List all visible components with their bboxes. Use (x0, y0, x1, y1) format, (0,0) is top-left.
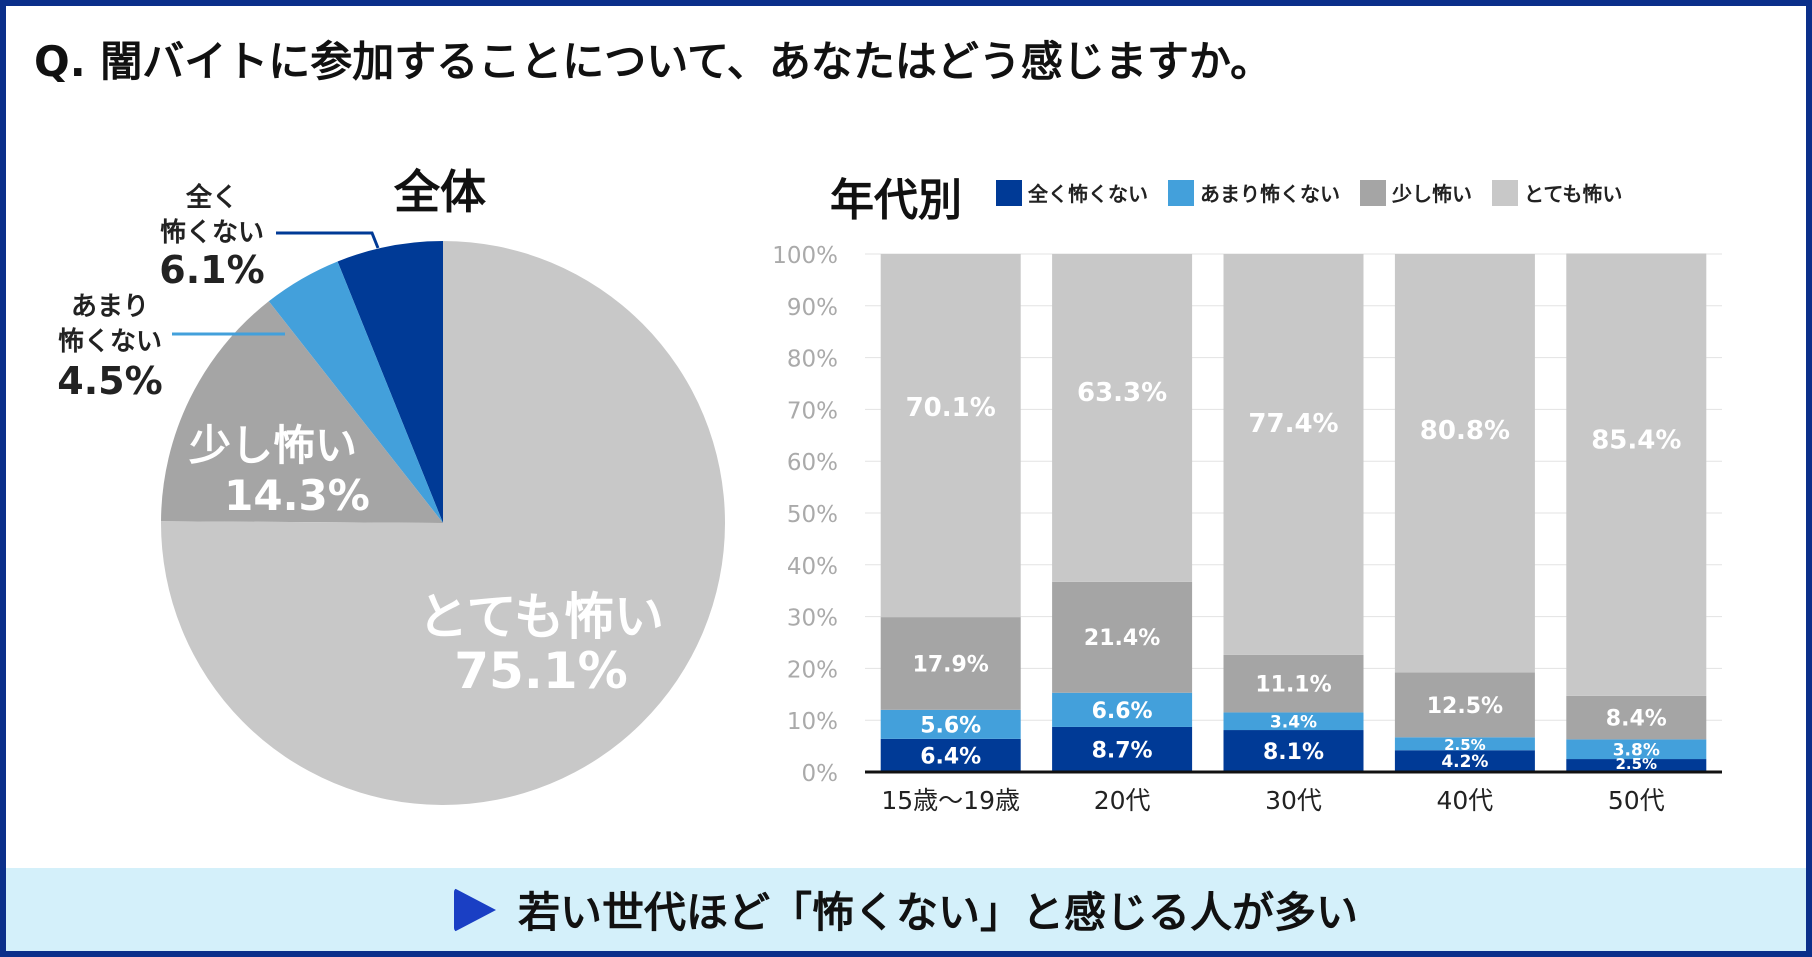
conclusion-banner: 若い世代ほど「怖くない」と感じる人が多い (6, 868, 1806, 951)
bar-segment (1566, 253, 1707, 696)
pie-value-label: 6.1% (159, 248, 264, 292)
conclusion-text: 若い世代ほど「怖くない」と感じる人が多い (517, 888, 1358, 937)
bar-segment (1223, 730, 1364, 772)
legend-item: 少し怖い (1360, 178, 1472, 207)
legend-swatch (996, 179, 1022, 206)
play-triangle-icon (453, 887, 496, 932)
x-tick-label: 30代 (1265, 786, 1322, 815)
y-tick-label: 20% (787, 657, 838, 683)
pie-label: 全く (185, 182, 238, 213)
legend-swatch (1168, 179, 1194, 206)
bar-segment (1052, 692, 1193, 727)
bar-segment (880, 738, 1021, 772)
bar-data-label: 80.8% (1420, 416, 1510, 446)
pie-value-label: 75.1% (454, 642, 627, 700)
bar-data-label: 8.4% (1606, 707, 1667, 732)
pie-label: 怖くない (160, 217, 264, 248)
legend-label: とても怖い (1524, 182, 1623, 206)
bar-chart-title: 年代別 (830, 175, 962, 226)
bar-segment (880, 617, 1021, 710)
bar-segment (1394, 254, 1535, 673)
bar-segment (1052, 581, 1193, 693)
bar-segment (1394, 750, 1535, 772)
bar-data-label: 8.7% (1092, 738, 1153, 763)
pie-chart-title: 全体 (394, 165, 486, 219)
legend-item: 全く怖くない (996, 178, 1148, 207)
pie-label: 怖くない (58, 326, 162, 357)
pie-slice (337, 241, 443, 523)
y-tick-label: 60% (787, 450, 838, 476)
y-tick-label: 70% (787, 398, 838, 424)
bar-segment (1052, 254, 1193, 582)
question-title: Q. 闇バイトに参加することについて、あなたはどう感じますか。 (34, 37, 1273, 86)
y-tick-label: 0% (802, 761, 839, 787)
bar-data-label: 21.4% (1084, 626, 1160, 651)
bar-data-label: 77.4% (1248, 409, 1338, 439)
pie-slice (161, 241, 726, 805)
bar-segment (880, 709, 1021, 739)
legend-swatch (1492, 179, 1518, 206)
legend-label: 少し怖い (1392, 182, 1472, 206)
pie-label: あまり (71, 292, 149, 322)
bar-data-label: 6.6% (1092, 699, 1153, 724)
y-tick-label: 10% (787, 709, 838, 735)
bar-segment (880, 254, 1021, 618)
bar-data-label: 17.9% (913, 652, 989, 677)
bar-segment (1223, 654, 1364, 713)
bar-data-label: 11.1% (1255, 673, 1331, 698)
pie-label: 少し怖い (189, 421, 357, 470)
bar-segment (1566, 695, 1707, 740)
legend-swatch (1360, 179, 1386, 206)
pie-value-label: 4.5% (57, 359, 162, 403)
bar-data-label: 12.5% (1427, 694, 1503, 719)
bar-data-label: 2.5% (1615, 755, 1657, 773)
pie-value-label: 14.3% (224, 471, 370, 520)
x-tick-label: 20代 (1094, 786, 1151, 815)
y-tick-label: 90% (787, 295, 838, 321)
bar-data-label: 3.4% (1270, 712, 1317, 732)
bar-segment (1052, 726, 1193, 772)
bar-data-label: 4.2% (1441, 752, 1488, 772)
y-tick-label: 100% (772, 243, 838, 269)
y-tick-label: 40% (787, 554, 838, 580)
bar-data-label: 2.5% (1444, 736, 1486, 754)
x-tick-label: 15歳～19歳 (881, 786, 1020, 815)
legend-item: とても怖い (1492, 178, 1622, 207)
y-tick-label: 50% (787, 502, 838, 528)
bar-data-label: 3.8% (1613, 740, 1660, 760)
bar-segment (1223, 254, 1364, 655)
bar-data-label: 63.3% (1077, 378, 1167, 408)
bar-data-label: 85.4% (1591, 426, 1681, 456)
y-tick-label: 30% (787, 606, 838, 632)
legend-label: 全く怖くない (1028, 182, 1148, 206)
pie-leader-line (276, 231, 380, 249)
bar-data-label: 70.1% (906, 393, 996, 423)
bar-data-label: 5.6% (920, 713, 981, 738)
bar-segment (1394, 737, 1535, 751)
x-tick-label: 50代 (1608, 786, 1665, 815)
pie-slice (268, 261, 443, 523)
pie-label: とても怖い (418, 588, 664, 646)
bar-segment (1566, 739, 1707, 760)
x-tick-label: 40代 (1436, 786, 1493, 815)
y-tick-label: 80% (787, 347, 838, 373)
bar-data-label: 8.1% (1263, 740, 1324, 765)
bar-segment (1223, 712, 1364, 731)
bar-segment (1394, 672, 1535, 738)
legend-label: あまり怖くない (1200, 182, 1340, 206)
bar-chart-legend: 全く怖くない あまり怖くない 少し怖い とても怖い (996, 178, 1622, 207)
bar-data-label: 6.4% (920, 744, 981, 769)
pie-slice (161, 301, 444, 523)
legend-item: あまり怖くない (1168, 178, 1340, 207)
bar-segment (1566, 759, 1707, 772)
